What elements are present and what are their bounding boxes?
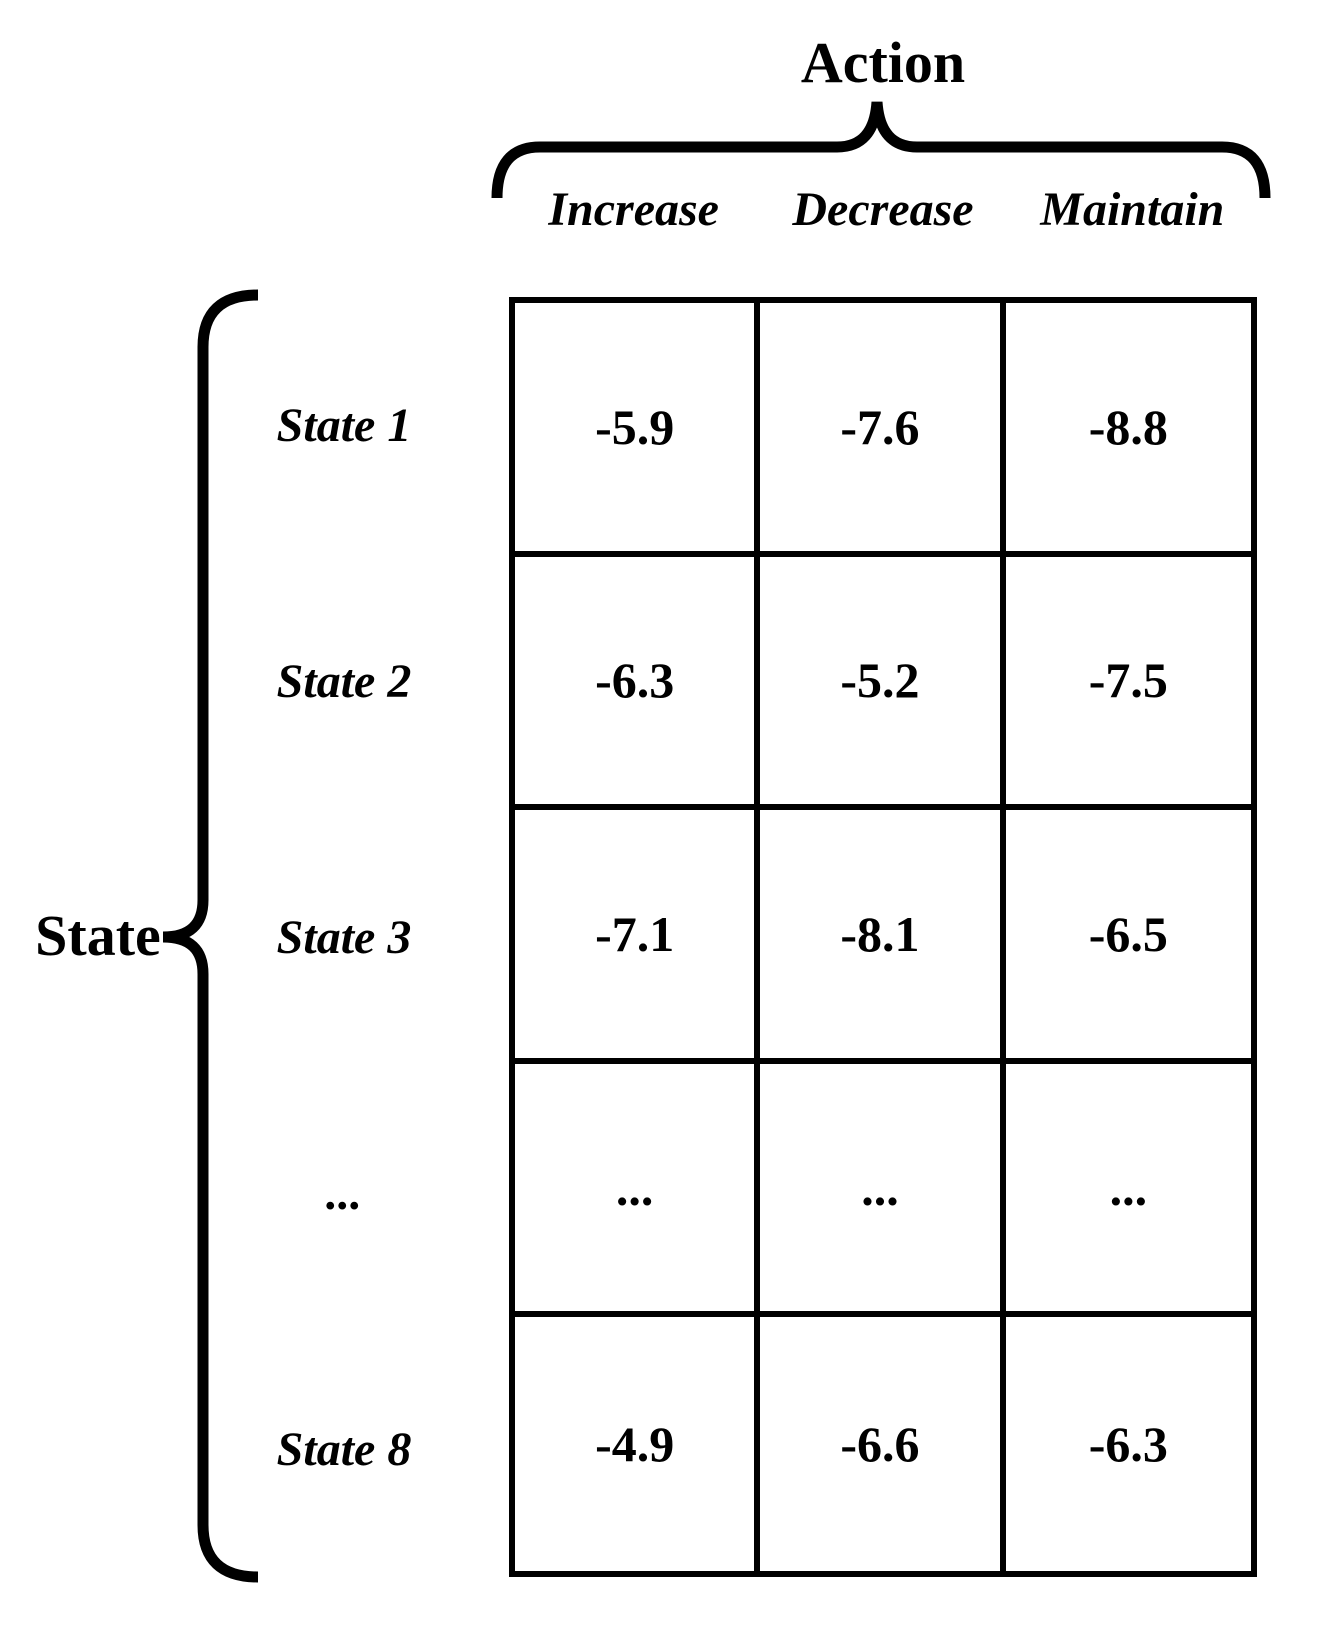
row-label-ellipsis: ... bbox=[326, 1166, 362, 1220]
q-value-cell: -5.9 bbox=[515, 303, 761, 557]
column-header-row: Increase Decrease Maintain bbox=[509, 176, 1257, 242]
q-value-cell: -4.9 bbox=[515, 1317, 761, 1571]
q-value-cell: -7.6 bbox=[760, 303, 1006, 557]
q-value-cell: -6.3 bbox=[1088, 1416, 1168, 1473]
column-header-decrease: Decrease bbox=[792, 182, 974, 236]
q-value-cell: -7.5 bbox=[1005, 557, 1251, 811]
q-value-cell: -7.1 bbox=[515, 810, 761, 1064]
action-axis-title: Action bbox=[800, 30, 966, 95]
q-value-table: -5.9 -7.6 -8.8 -6.3 -5.2 -7.5 -7.1 -8.1 … bbox=[509, 297, 1257, 1577]
row-label-state-8: State 8 bbox=[276, 1422, 412, 1476]
column-header-increase: Increase bbox=[548, 182, 719, 236]
q-value-cell: -8.1 bbox=[760, 810, 1006, 1064]
q-value-cell: -5.2 bbox=[760, 556, 1006, 811]
row-label-state-3: State 3 bbox=[276, 910, 412, 964]
q-value-cell: -8.8 bbox=[1005, 303, 1251, 557]
state-axis-title: State bbox=[35, 903, 161, 968]
row-label-state-1: State 1 bbox=[276, 398, 412, 452]
q-value-cell-ellipsis: ... bbox=[515, 1063, 761, 1318]
q-value-cell: -6.3 bbox=[515, 556, 761, 811]
state-brace-icon bbox=[162, 289, 259, 1583]
row-label-state-2: State 2 bbox=[276, 654, 412, 708]
row-label-column: State 1 State 2 State 3 ... State 8 bbox=[214, 297, 474, 1577]
column-header-maintain: Maintain bbox=[1040, 182, 1225, 236]
q-value-cell-ellipsis: ... bbox=[1005, 1064, 1251, 1318]
q-value-cell-ellipsis: ... bbox=[760, 1063, 1006, 1318]
action-brace-icon bbox=[491, 101, 1271, 199]
q-value-cell: -6.5 bbox=[1005, 810, 1251, 1064]
q-value-cell: -6.6 bbox=[760, 1317, 1006, 1571]
